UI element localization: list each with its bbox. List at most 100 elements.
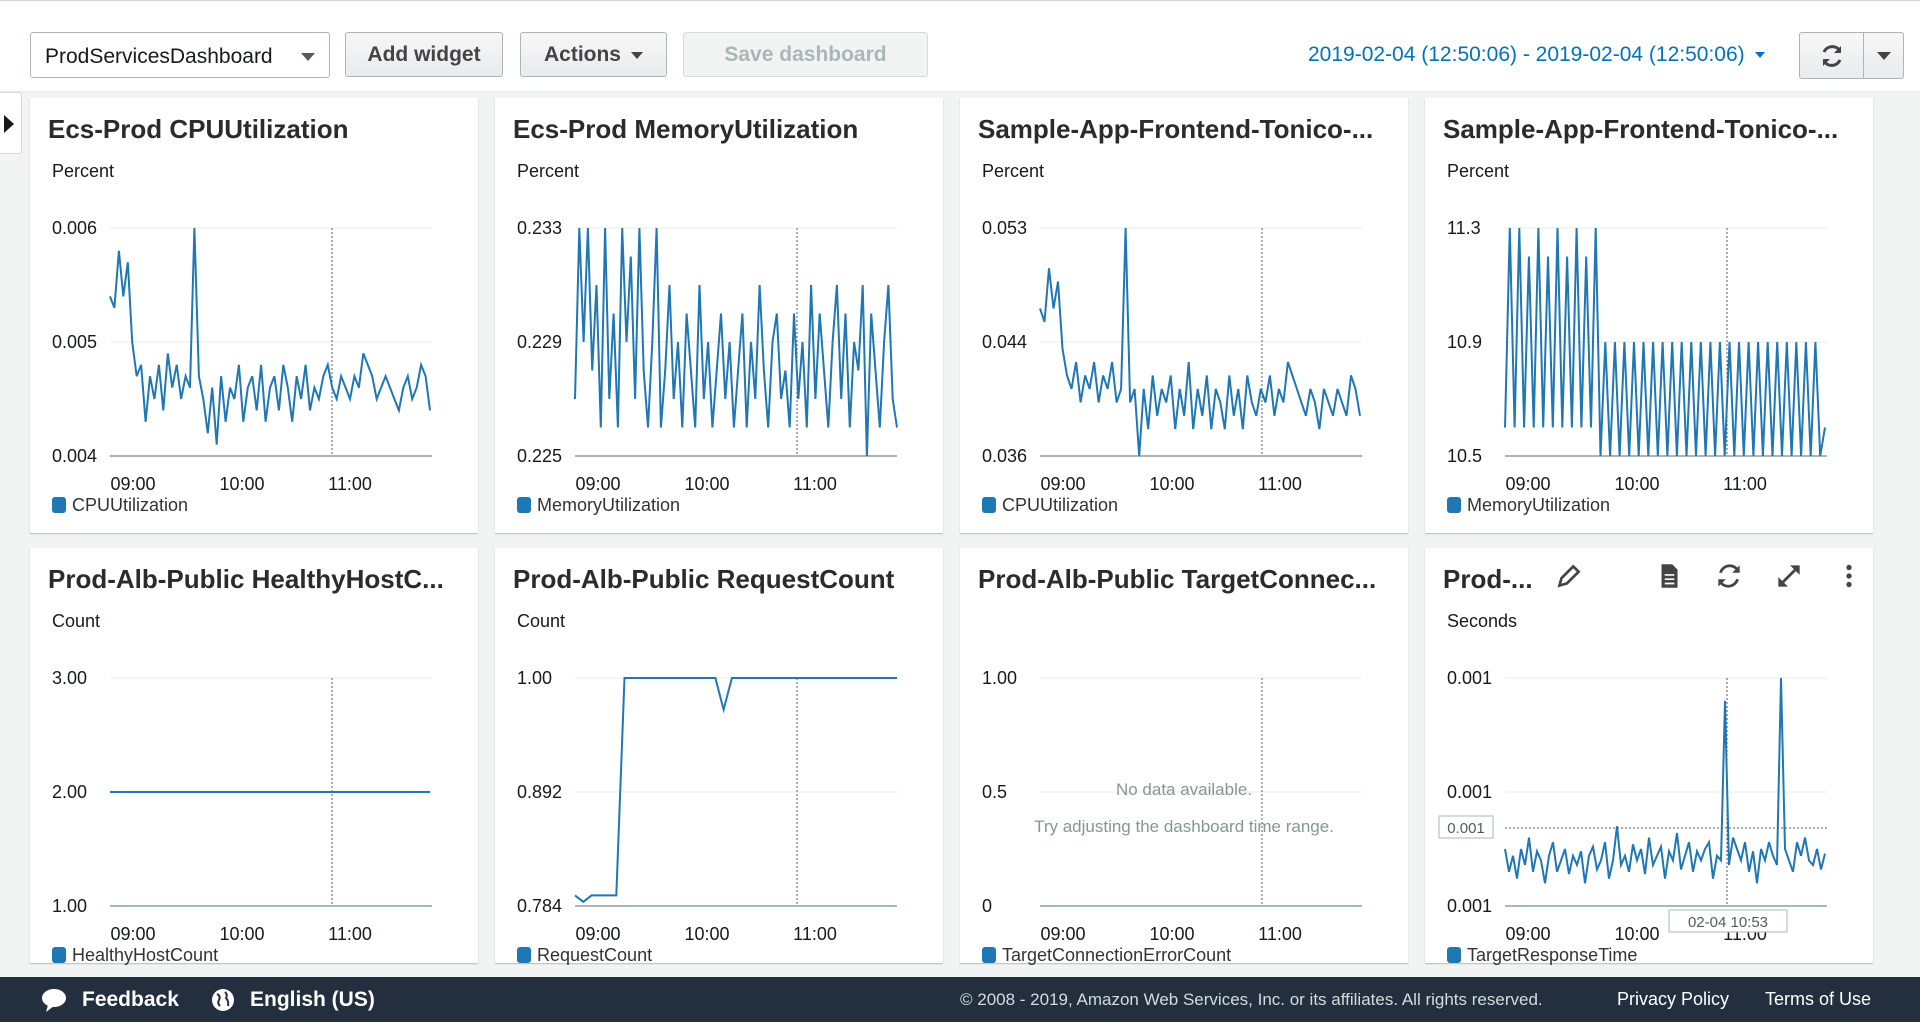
- document-lines: [1664, 574, 1675, 585]
- y-tick-label: 10.5: [1447, 446, 1482, 466]
- line-chart: 0.036 0.044 0.053 09:00 10:00 11:00: [982, 218, 1362, 494]
- x-tick-label: 09:00: [1505, 474, 1550, 494]
- hover-value-label: 0.001: [1447, 820, 1485, 837]
- terms-of-use-link[interactable]: Terms of Use: [1765, 989, 1872, 1009]
- series-line: [1504, 227, 1826, 457]
- x-tick-label: 11:00: [1258, 474, 1302, 494]
- refresh-icon: [1822, 45, 1842, 67]
- widget-unit-label: Percent: [52, 161, 115, 181]
- y-tick-label: 11.3: [1447, 218, 1481, 238]
- x-tick-label: 11:00: [1258, 924, 1302, 944]
- widget-unit-label: Percent: [982, 161, 1045, 181]
- widget-title: Prod-...: [1443, 564, 1533, 594]
- legend-label: TargetConnectionErrorCount: [1002, 945, 1232, 965]
- metric-widget[interactable]: Ecs-Prod MemoryUtilization Percent MemoryU…: [495, 98, 943, 533]
- document-icon[interactable]: [1653, 560, 1685, 592]
- widget-legend[interactable]: MemoryUtilization: [517, 495, 680, 516]
- no-data-message: No data available.: [1116, 780, 1252, 799]
- hover-time-box: [1668, 909, 1788, 933]
- refresh-options-button[interactable]: [1864, 32, 1904, 79]
- expand-icon[interactable]: [1773, 560, 1805, 592]
- actions-button[interactable]: Actions: [520, 32, 667, 77]
- series-line: [1504, 677, 1826, 884]
- y-tick-label: 2.00: [52, 782, 87, 802]
- x-tick-label: 11:00: [328, 924, 372, 944]
- globe-icon: [212, 989, 234, 1011]
- copyright-text: © 2008 - 2019, Amazon Web Services, Inc.…: [960, 990, 1543, 1009]
- metric-widget[interactable]: Ecs-Prod CPUUtilization Percent CPUUtiliza…: [30, 98, 478, 533]
- metric-widget[interactable]: Sample-App-Frontend-Tonico-... Percent CPU…: [960, 98, 1408, 533]
- line-chart: 0.225 0.229 0.233 09:00 10:00 11:00: [517, 218, 898, 494]
- expand-arrows: [1778, 565, 1800, 587]
- metric-widget[interactable]: Sample-App-Frontend-Tonico-... Percent Mem…: [1425, 98, 1873, 533]
- dashboard-select[interactable]: ProdServicesDashboard: [30, 32, 330, 78]
- x-tick-label: 09:00: [1040, 474, 1085, 494]
- widget-unit-label: Seconds: [1447, 611, 1518, 631]
- widget-legend[interactable]: TargetConnectionErrorCount: [982, 945, 1231, 966]
- y-tick-label: 10.9: [1447, 332, 1482, 352]
- chevron-down-icon: [1877, 52, 1891, 60]
- more-dot: [1846, 573, 1852, 579]
- metric-widget[interactable]: Prod-Alb-Public TargetConnec... TargetCon…: [960, 548, 1408, 966]
- x-tick-label: 10:00: [1614, 924, 1659, 944]
- legend-label: MemoryUtilization: [1467, 495, 1611, 515]
- time-range-picker[interactable]: 2019-02-04 (12:50:06) - 2019-02-04 (12:5…: [1308, 43, 1765, 67]
- sidebar-toggle[interactable]: [0, 92, 22, 154]
- refresh-arrow-bottom: [1718, 579, 1726, 587]
- speech-bubble-icon: [42, 989, 66, 1012]
- y-tick-label: 0.044: [982, 332, 1027, 352]
- pencil-icon[interactable]: [1553, 560, 1585, 592]
- y-tick-label: 1.00: [982, 668, 1017, 688]
- y-tick-label: 0.892: [517, 782, 562, 802]
- pencil-shape: [1557, 564, 1581, 588]
- legend-swatch: [52, 497, 66, 513]
- more-dot: [1846, 581, 1852, 588]
- metric-widget[interactable]: Prod-Alb-Public RequestCount Count Request…: [495, 548, 943, 966]
- y-tick-label: 0.5: [982, 782, 1007, 802]
- x-tick-label: 09:00: [110, 924, 155, 944]
- refresh-button[interactable]: [1799, 32, 1864, 79]
- refresh-arrow-top: [1732, 565, 1740, 573]
- save-dashboard-button[interactable]: Save dashboard: [683, 32, 928, 77]
- legend-swatch: [1447, 497, 1461, 513]
- y-tick-label: 0.225: [517, 446, 562, 466]
- series-line: [1039, 227, 1361, 457]
- y-tick-label: 1.00: [52, 896, 87, 916]
- x-tick-label: 09:00: [1505, 924, 1550, 944]
- chevron-down-icon: [301, 53, 315, 61]
- x-tick-label: 09:00: [1040, 924, 1085, 944]
- dashboard-toolbar: ProdServicesDashboard Add widget Actions…: [0, 0, 1920, 92]
- metric-widget[interactable]: Prod-Alb-Public HealthyHostC... Count Heal…: [30, 548, 478, 966]
- widget-legend[interactable]: MemoryUtilization: [1447, 495, 1610, 516]
- x-tick-label: 11:00: [793, 924, 837, 944]
- widget-legend[interactable]: CPUUtilization: [52, 495, 188, 516]
- privacy-policy-link[interactable]: Privacy Policy: [1617, 989, 1730, 1009]
- y-tick-label: 0.784: [517, 896, 562, 916]
- chevron-down-icon: [631, 51, 643, 59]
- legend-label: MemoryUtilization: [537, 495, 681, 515]
- legend-swatch: [517, 947, 531, 963]
- add-widget-button[interactable]: Add widget: [345, 32, 503, 77]
- widget-legend[interactable]: TargetResponseTime: [1447, 945, 1637, 966]
- more-icon[interactable]: [1833, 560, 1865, 592]
- chevron-down-icon: [1754, 52, 1765, 59]
- widget-legend[interactable]: CPUUtilization: [982, 495, 1118, 516]
- legend-swatch: [982, 947, 996, 963]
- y-tick-label: 0.053: [982, 218, 1027, 238]
- widget-title: Prod-Alb-Public HealthyHostC...: [48, 564, 444, 594]
- refresh-icon[interactable]: [1713, 560, 1745, 592]
- y-tick-label: 0.004: [52, 446, 97, 466]
- line-chart: 10.5 10.9 11.3 09:00 10:00 11:00: [1447, 218, 1827, 494]
- y-tick-label: 1.00: [517, 668, 552, 688]
- no-data-hint: Try adjusting the dashboard time range.: [1034, 817, 1334, 836]
- hover-time-label: 02-04 10:53: [1688, 914, 1768, 931]
- line-chart: 0.004 0.005 0.006 09:00 10:00 11:00: [52, 218, 432, 494]
- widget-legend[interactable]: RequestCount: [517, 945, 652, 966]
- widget-unit-label: Count: [517, 611, 566, 631]
- legend-swatch: [1447, 947, 1461, 963]
- metric-widget[interactable]: Prod-... Seconds TargetResponseTime 0.001 0.…: [1425, 548, 1873, 966]
- y-tick-label: 0.006: [52, 218, 97, 238]
- widget-legend[interactable]: HealthyHostCount: [52, 945, 218, 966]
- hover-value-box: [1438, 815, 1494, 839]
- legend-swatch: [517, 497, 531, 513]
